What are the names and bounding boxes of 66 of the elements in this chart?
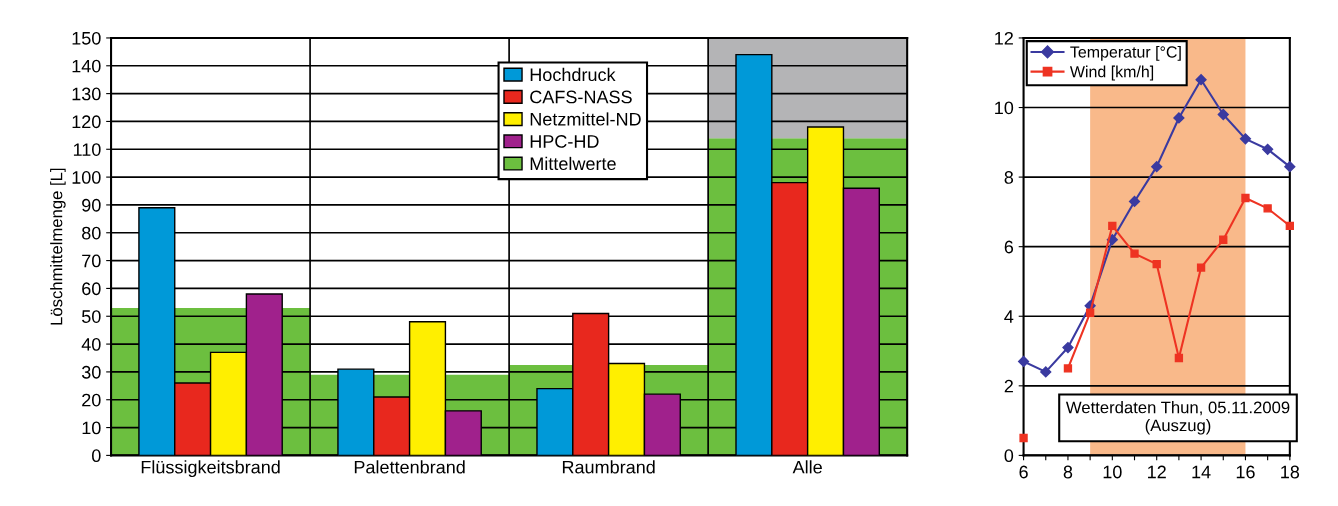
y-tick-label: 10: [995, 101, 1014, 115]
point: [1019, 433, 1028, 443]
x-tick-label: Flüssigkeitsbrand: [141, 460, 280, 478]
y-tick-label: 12: [995, 31, 1013, 45]
y-tick-label: 10: [82, 421, 101, 435]
y-tick-label: 8: [1004, 171, 1014, 184]
point: [1217, 108, 1229, 121]
point: [1017, 355, 1030, 368]
annotation: Wetterdaten Thun, 05.11.2009 (Auszug): [1065, 401, 1290, 435]
x-tick-label: 18: [1281, 465, 1300, 479]
legend-label: Netzmittel-ND: [530, 112, 641, 126]
y-tick-label: 4: [1004, 310, 1014, 323]
x-tick-label: 16: [1236, 465, 1255, 479]
x-tick-label: 10: [1103, 465, 1122, 479]
x-tick-label: Raumbrand: [562, 460, 655, 474]
y-tick-label: 30: [81, 365, 101, 379]
legend-label: Hochdruck: [530, 67, 616, 82]
y-tick-label: 60: [82, 282, 101, 296]
point: [1130, 249, 1139, 258]
point: [1173, 112, 1185, 124]
legend-label: Temperatur [°C]: [1070, 45, 1181, 61]
y-tick-label: 130: [72, 87, 101, 101]
y-tick-label: 110: [73, 143, 101, 156]
point: [1128, 195, 1141, 208]
point: [1062, 341, 1074, 354]
x-tick-label: 14: [1192, 465, 1211, 479]
point: [1108, 221, 1117, 230]
point: [1241, 193, 1250, 203]
y-tick-label: 70: [82, 254, 101, 268]
point: [1040, 366, 1052, 378]
y-tick-label: 2: [1004, 379, 1013, 393]
y-tick-label: 150: [72, 31, 101, 45]
point: [1174, 353, 1184, 363]
point: [1196, 263, 1206, 272]
point: [1263, 204, 1272, 213]
legend-label: HPC-HD: [530, 135, 599, 148]
y-axis-title: Löschmittelmenge [L]: [50, 168, 66, 325]
legend-label: Mittelwerte: [530, 156, 616, 171]
y-tick-label: 20: [82, 393, 101, 407]
point: [1195, 74, 1207, 86]
y-tick-label: 120: [72, 115, 101, 129]
point: [1239, 133, 1252, 145]
point: [1085, 308, 1095, 317]
point: [1151, 161, 1163, 173]
legend-label: CAFS-NASS: [530, 90, 632, 104]
x-tick-label: Alle: [792, 460, 822, 474]
y-tick-label: 6: [1004, 240, 1014, 254]
y-tick-label: 80: [82, 226, 101, 240]
y-tick-label: 90: [82, 198, 101, 212]
x-tick-label: 12: [1148, 465, 1166, 479]
x-tick-label: Palettenbrand: [354, 460, 465, 474]
point: [1152, 259, 1161, 269]
y-tick-label: 0: [1004, 449, 1014, 463]
y-tick-label: 40: [81, 338, 101, 351]
y-tick-label: 0: [92, 449, 101, 463]
point: [1285, 221, 1294, 230]
y-tick-label: 50: [81, 310, 101, 323]
point: [1262, 143, 1274, 155]
legend-label: Wind [km/h]: [1069, 65, 1154, 81]
y-tick-label: 140: [72, 59, 101, 73]
x-tick-label: 8: [1063, 465, 1073, 479]
x-tick-label: 6: [1019, 465, 1028, 479]
point: [1219, 235, 1228, 244]
point: [1063, 364, 1073, 373]
y-tick-label: 100: [72, 171, 101, 184]
point: [1284, 161, 1296, 173]
